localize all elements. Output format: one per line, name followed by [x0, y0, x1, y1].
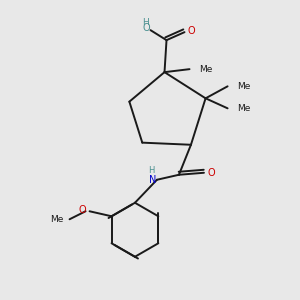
- Text: O: O: [188, 26, 195, 36]
- Text: H: H: [142, 18, 149, 27]
- Text: Me: Me: [238, 104, 251, 113]
- Text: O: O: [79, 205, 87, 215]
- Text: N: N: [148, 175, 156, 185]
- Text: O: O: [143, 23, 150, 33]
- Text: H: H: [148, 166, 155, 175]
- Text: Me: Me: [50, 215, 64, 224]
- Text: O: O: [207, 168, 215, 178]
- Text: Me: Me: [200, 65, 213, 74]
- Text: Me: Me: [238, 82, 251, 91]
